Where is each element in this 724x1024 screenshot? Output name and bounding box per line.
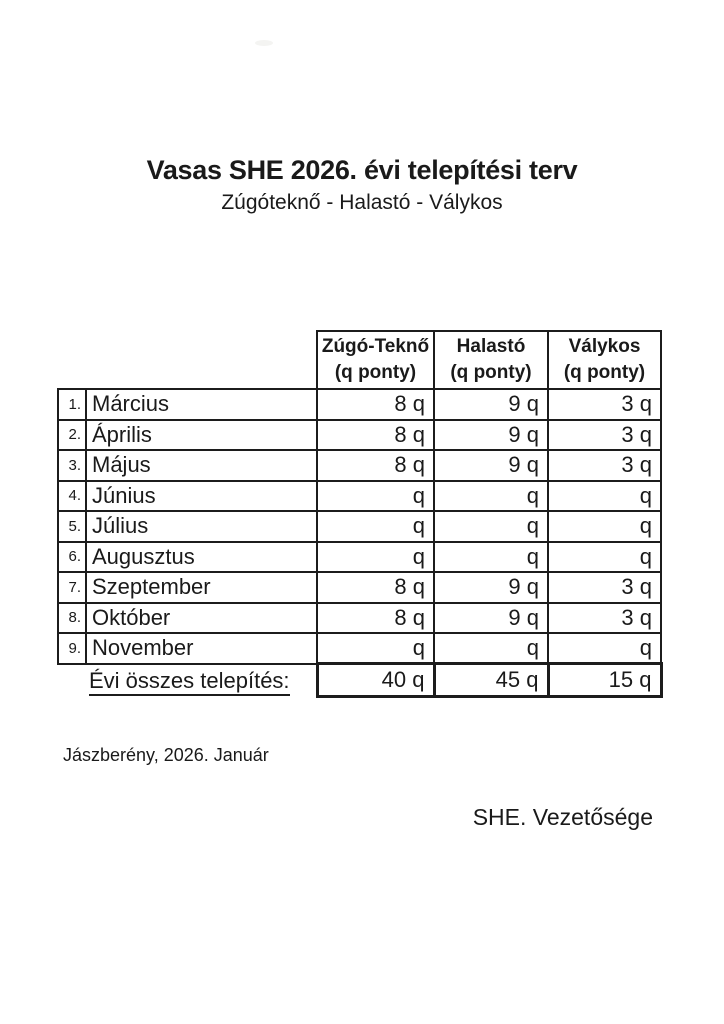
value-cell: 8 q (316, 418, 435, 451)
value-cell: 3 q (547, 418, 662, 451)
month-cell: Szeptember (85, 571, 318, 604)
table-row: 9. November q q q (57, 632, 662, 665)
month-cell: Június (85, 479, 318, 512)
table-row: 5. Július q q q (57, 510, 662, 543)
value-cell: q (433, 540, 549, 573)
value-cell: 9 q (433, 449, 549, 482)
value-cell: q (547, 540, 662, 573)
row-number-cell: 8. (57, 601, 87, 634)
month-cell: Május (85, 449, 318, 482)
value-cell: q (316, 510, 435, 543)
value-cell: 3 q (547, 388, 662, 421)
table-header-row: Zúgó-Teknő (q ponty) Halastó (q ponty) V… (58, 330, 662, 390)
column-header-valykos: Válykos (q ponty) (547, 330, 662, 390)
month-cell: Október (85, 601, 318, 634)
value-cell: 8 q (316, 601, 435, 634)
value-cell: q (316, 540, 435, 573)
month-cell: November (85, 632, 318, 665)
column-unit: (q ponty) (334, 362, 417, 383)
value-cell: 9 q (433, 601, 549, 634)
row-number-cell: 4. (57, 479, 87, 512)
value-cell: q (547, 479, 662, 512)
value-cell: 3 q (547, 601, 662, 634)
month-cell: Április (85, 418, 318, 451)
row-number-cell: 7. (57, 571, 87, 604)
month-cell: Augusztus (85, 540, 318, 573)
column-unit: (q ponty) (450, 362, 532, 383)
total-value-cell: 40 q (315, 662, 436, 698)
row-number-cell: 5. (57, 510, 87, 543)
column-name: Halastó (456, 336, 526, 358)
column-unit: (q ponty) (563, 362, 646, 383)
table-row: 1. Március 8 q 9 q 3 q (57, 388, 662, 421)
row-number-cell: 1. (57, 388, 87, 421)
date-line: Jászberény, 2026. Január (63, 745, 269, 765)
value-cell: q (433, 510, 549, 543)
column-header-halasto: Halastó (q ponty) (433, 330, 549, 390)
value-cell: 9 q (433, 388, 549, 421)
table-total-row: Évi összes telepítés: 40 q 45 q 15 q (58, 662, 663, 698)
value-cell: q (316, 479, 435, 512)
row-number-cell: 2. (57, 418, 87, 451)
row-number-cell: 6. (57, 540, 87, 573)
value-cell: q (433, 479, 549, 512)
column-name: Válykos (568, 336, 641, 358)
value-cell: 8 q (316, 571, 435, 604)
column-name: Zúgó-Teknő (321, 336, 430, 358)
value-cell: 9 q (433, 571, 549, 604)
value-cell: q (547, 510, 662, 543)
value-cell: q (433, 632, 549, 665)
table-row: 2. Április 8 q 9 q 3 q (57, 418, 662, 451)
value-cell: q (547, 632, 662, 665)
document-subtitle: Zúgóteknő - Halastó - Válykos (221, 191, 503, 214)
table-row: 8. Október 8 q 9 q 3 q (57, 601, 662, 634)
table-row: 4. Június q q q (57, 479, 662, 512)
row-number-cell: 3. (57, 449, 87, 482)
signature-line: SHE. Vezetősége (472, 804, 653, 830)
total-value-cell: 15 q (546, 662, 663, 698)
header-spacer (58, 331, 317, 389)
total-label-cell: Évi összes telepítés: (58, 664, 317, 697)
value-cell: 3 q (547, 449, 662, 482)
value-cell: q (316, 632, 435, 665)
value-cell: 8 q (316, 449, 435, 482)
document-title: Vasas SHE 2026. évi telepítési terv (146, 155, 578, 185)
value-cell: 8 q (316, 388, 435, 421)
total-label: Évi összes telepítés: (89, 667, 290, 696)
column-header-zugo-tekno: Zúgó-Teknő (q ponty) (316, 330, 435, 390)
stocking-plan-table: Zúgó-Teknő (q ponty) Halastó (q ponty) V… (57, 330, 663, 698)
value-cell: 3 q (547, 571, 662, 604)
table-row: 6. Augusztus q q q (57, 540, 662, 573)
value-cell: 9 q (433, 418, 549, 451)
row-number-cell: 9. (57, 632, 87, 665)
month-cell: Július (85, 510, 318, 543)
table-row: 7. Szeptember 8 q 9 q 3 q (57, 571, 662, 604)
month-cell: Március (85, 388, 318, 421)
total-value-cell: 45 q (432, 662, 550, 698)
table-row: 3. Május 8 q 9 q 3 q (57, 449, 662, 482)
scan-artifact (255, 40, 273, 46)
